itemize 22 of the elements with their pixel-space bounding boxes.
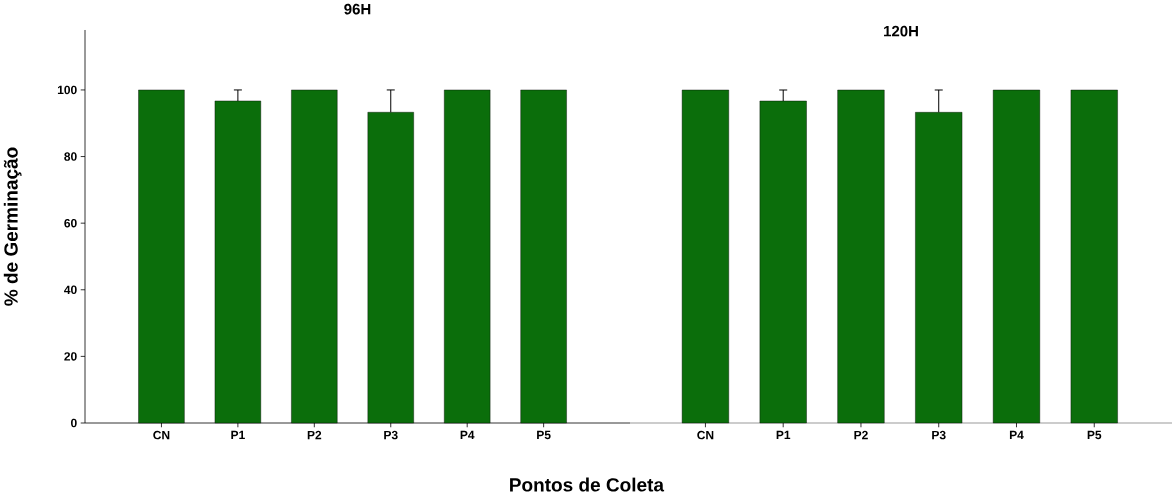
x-tick-label: CN — [697, 430, 714, 440]
y-tick-label: 60 — [64, 218, 77, 228]
y-tick-label: 40 — [64, 285, 77, 295]
x-tick-label: P1 — [231, 430, 245, 440]
x-tick-label: P4 — [460, 430, 475, 440]
y-axis-title: % de Germinação — [3, 147, 22, 306]
x-tick-label: P2 — [307, 430, 322, 440]
x-tick-label: P4 — [1009, 430, 1024, 440]
x-tick-label: P2 — [854, 430, 868, 440]
x-tick-label: P3 — [932, 430, 946, 440]
x-tick-label: CN — [153, 430, 170, 440]
x-tick-label: P5 — [1087, 430, 1102, 440]
y-tick-label: 80 — [64, 152, 77, 161]
x-axis-title: Pontos de Coleta — [510, 477, 665, 492]
chart-title: 120H — [884, 25, 918, 37]
x-tick-label: P3 — [384, 430, 398, 440]
y-tick-label: 0 — [71, 418, 77, 428]
x-tick-label: P1 — [776, 430, 791, 440]
y-tick-label: 100 — [57, 85, 77, 95]
y-tick-label: 20 — [64, 352, 77, 361]
chart-title: 96H — [344, 3, 371, 15]
x-tick-label: P5 — [537, 430, 551, 440]
